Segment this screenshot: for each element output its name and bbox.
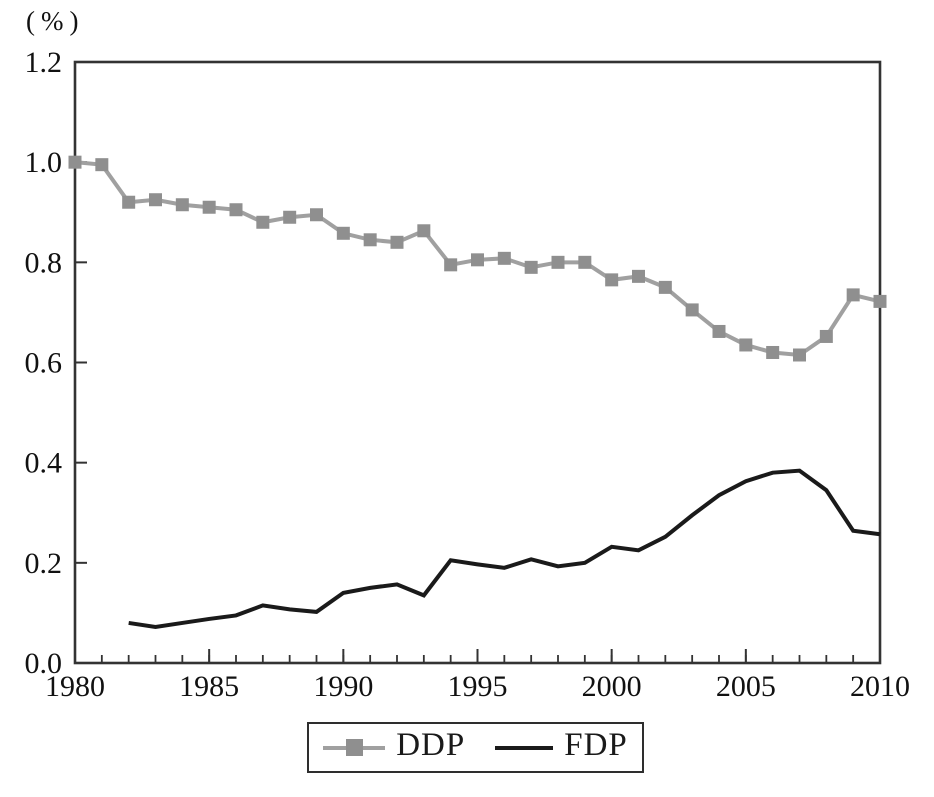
y-tick-label: 1.2 — [25, 46, 63, 79]
x-tick-label: 1985 — [179, 670, 239, 703]
ddp-marker — [739, 338, 753, 352]
fdp-line-swatch — [495, 745, 554, 750]
ddp-marker — [390, 235, 404, 249]
series-ddp — [68, 155, 887, 362]
fdp-line — [128, 468, 881, 629]
ddp-marker — [605, 273, 619, 287]
ddp-marker — [471, 253, 484, 267]
x-tick-label: 1995 — [448, 670, 508, 703]
ddp-marker — [310, 208, 323, 222]
ddp-marker — [873, 294, 887, 308]
x-tick-label: 1980 — [45, 670, 105, 703]
y-tick-label: 1.0 — [25, 146, 63, 179]
ddp-marker — [793, 348, 806, 362]
legend-item-ddp: DDP — [323, 727, 466, 764]
ddp-marker — [417, 224, 431, 238]
chart-legend: DDP FDP — [307, 722, 644, 773]
ddp-marker — [175, 198, 189, 212]
ddp-marker — [632, 269, 645, 283]
ddp-marker — [256, 215, 270, 229]
ddp-marker — [551, 255, 565, 269]
x-tick-label: 2000 — [582, 670, 642, 703]
ddp-marker — [202, 200, 216, 214]
ddp-marker — [497, 251, 511, 265]
ddp-marker — [229, 203, 243, 217]
ddp-marker — [685, 303, 699, 317]
ddp-marker — [846, 288, 860, 302]
ddp-marker — [819, 329, 833, 343]
ddp-marker — [712, 324, 726, 338]
y-tick-label: 0.4 — [25, 447, 63, 480]
y-tick-label: 0.6 — [25, 347, 63, 380]
x-tick-label: 2005 — [716, 670, 776, 703]
legend-label-fdp: FDP — [564, 727, 628, 763]
legend-label-ddp: DDP — [396, 727, 466, 763]
series-fdp — [128, 468, 881, 629]
ddp-marker — [68, 155, 82, 169]
ddp-marker — [524, 260, 538, 274]
y-tick-label: 0.2 — [25, 547, 63, 580]
x-tick-label: 1990 — [313, 670, 373, 703]
ddp-marker — [283, 210, 297, 224]
x-tick-label: 2010 — [850, 670, 910, 703]
ddp-marker — [122, 195, 136, 209]
ddp-marker — [766, 345, 780, 359]
ddp-marker — [363, 233, 377, 247]
y-tick-label: 0.8 — [25, 246, 63, 279]
legend-item-fdp: FDP — [495, 727, 628, 764]
ddp-line-marker-swatch — [323, 738, 386, 757]
ddp-marker — [95, 158, 109, 172]
x-axis: 1980 1985 1990 1995 2000 2005 2010 — [45, 649, 910, 703]
ddp-marker — [578, 255, 592, 269]
ddp-marker — [336, 226, 350, 240]
plot-border — [73, 60, 882, 665]
ddp-marker — [149, 193, 162, 207]
ddp-swatch-square-marker — [346, 738, 364, 756]
y-tick-label: 0.0 — [25, 647, 63, 680]
ddp-marker — [444, 258, 458, 272]
y-axis: 0.0 0.2 0.4 0.6 0.8 1.0 1.2 — [25, 46, 87, 680]
y-axis-unit-label: (%) — [26, 6, 85, 36]
ddp-marker — [658, 280, 672, 294]
